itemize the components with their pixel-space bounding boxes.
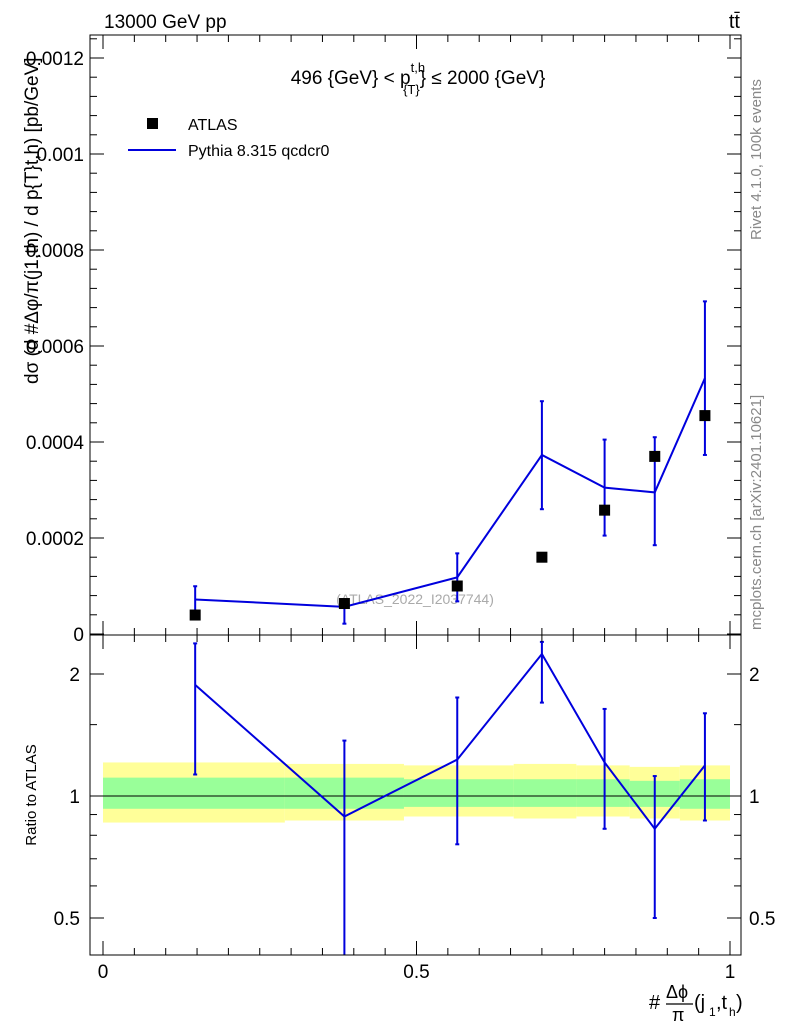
ratio-y-tick-label: 2 — [69, 665, 80, 686]
ratio-x-axis: 0 0.5 1 — [98, 635, 736, 983]
main-y-tick-label: 0.0004 — [26, 433, 85, 454]
ratio-y-tick-label-right: 0.5 — [749, 909, 775, 930]
title-tail: } ≤ 2000 {GeV} — [420, 68, 546, 89]
ratio-x-tick-label: 0.5 — [403, 962, 429, 983]
atlas-marker — [599, 504, 611, 516]
x-label-close: ) — [736, 992, 743, 1014]
analysis-watermark: (ATLAS_2022_I2037744) — [336, 591, 494, 607]
atlas-marker — [649, 450, 661, 462]
ratio-y-axis-label: Ratio to ATLAS — [23, 744, 40, 845]
x-label-args2: ,t — [716, 992, 728, 1014]
main-y-tick-label: 0.001 — [36, 145, 84, 166]
pythia-line — [195, 377, 706, 608]
x-label-sub1: 1 — [709, 1005, 716, 1019]
title-lead: 496 {GeV} < p — [291, 68, 411, 89]
atlas-marker — [699, 410, 711, 422]
header-right: tt̄ — [729, 11, 741, 33]
header-left: 13000 GeV pp — [104, 12, 227, 33]
x-label-args: (j — [694, 992, 705, 1014]
x-label-numerator: Δϕ — [666, 982, 688, 1002]
main-x-ticks — [102, 35, 731, 635]
legend-atlas-marker — [147, 118, 158, 129]
ratio-y-tick-label: 0.5 — [54, 909, 80, 930]
main-title: 496 {GeV} < pt,h {T}} ≤ 2000 {GeV} — [291, 60, 546, 97]
title-sup: t,h — [411, 60, 425, 75]
main-y-tick-label: 0.0002 — [26, 529, 84, 550]
main-y-axis-label: dσ (d #Δφ/π(j1,th) / d p{T}t,h) [pb/GeV] — [22, 57, 43, 384]
main-y-tick-label: 0.0008 — [26, 241, 84, 262]
ratio-x-tick-label: 1 — [725, 962, 736, 983]
ratio-y-tick-label: 1 — [69, 787, 80, 808]
main-y-tick-label: 0 — [73, 625, 84, 646]
ratio-series-layer — [193, 640, 707, 955]
ratio-y-axis: 0.5 0.5 1 1 2 2 — [54, 665, 776, 930]
legend-pythia-label: Pythia 8.315 qcdcr0 — [188, 143, 330, 160]
mcplots-label: mcplots.cern.ch [arXiv:2401.10621] — [748, 395, 765, 630]
rivet-label: Rivet 4.1.0, 100k events — [748, 79, 765, 240]
main-y-tick-label: 0.0006 — [26, 337, 84, 358]
x-label-hash: # — [649, 992, 661, 1014]
ratio-y-tick-label-right: 2 — [749, 665, 760, 686]
legend: ATLAS Pythia 8.315 qcdcr0 — [128, 117, 330, 160]
atlas-marker — [189, 609, 201, 621]
ratio-bands — [103, 762, 730, 823]
ratio-band-green — [513, 779, 577, 807]
atlas-marker — [451, 580, 463, 592]
x-label-denominator: π — [672, 1005, 684, 1024]
ratio-band-green — [103, 777, 285, 809]
main-y-axis: 0 0.0002 0.0004 0.0006 0.0008 0.001 0.0012 — [26, 38, 741, 646]
ratio-x-tick-label: 0 — [98, 962, 109, 983]
ratio-plot-frame — [89, 634, 742, 956]
main-series-layer — [189, 300, 711, 625]
ratio-band-green — [403, 779, 514, 807]
atlas-marker — [338, 598, 350, 610]
legend-atlas-label: ATLAS — [188, 117, 238, 134]
ratio-band-green — [576, 779, 630, 807]
atlas-marker — [536, 551, 548, 563]
x-axis-label: # Δϕ π (j 1 ,t h ) — [649, 982, 743, 1024]
x-label-sub2: h — [729, 1005, 736, 1019]
main-y-tick-label: 0.0012 — [26, 49, 84, 70]
title-sub: {T} — [403, 82, 420, 97]
ratio-y-tick-label-right: 1 — [749, 787, 760, 808]
